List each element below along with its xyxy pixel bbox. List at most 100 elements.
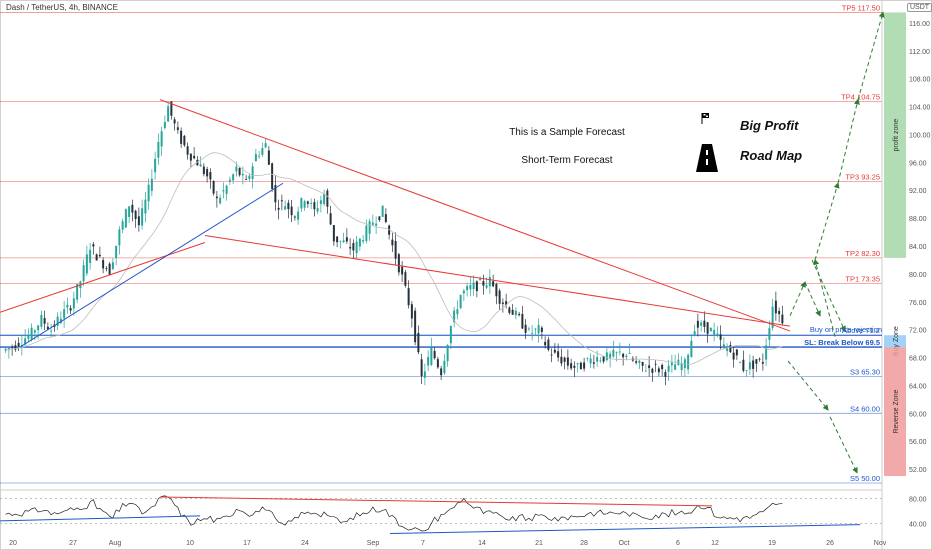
level-label: TP3 93.25	[845, 173, 880, 182]
reverse-zone	[884, 347, 906, 477]
candle	[313, 202, 316, 210]
candle	[563, 357, 566, 362]
osc-support-trendline-2	[389, 524, 861, 534]
candle	[774, 300, 777, 314]
candle	[358, 238, 361, 247]
osc-tick-label: 40.00	[909, 521, 927, 528]
candle	[14, 345, 17, 350]
candle	[641, 361, 644, 366]
candle	[531, 332, 534, 334]
candle	[85, 254, 88, 274]
candle	[222, 190, 225, 192]
candle	[170, 101, 173, 116]
candle	[706, 322, 709, 334]
candle	[680, 363, 683, 371]
candle	[316, 208, 319, 212]
candle	[696, 320, 699, 328]
candle	[596, 357, 599, 362]
candle	[63, 309, 66, 319]
candle	[456, 309, 459, 315]
time-tick-label: Sep	[367, 540, 380, 547]
flag-icon	[701, 113, 709, 124]
candle	[722, 344, 725, 348]
candle	[332, 225, 335, 242]
candle	[352, 243, 355, 251]
buy-rejection-text: Buy on price rejection	[810, 325, 882, 334]
candle	[436, 359, 439, 368]
candle	[739, 362, 742, 364]
price-tick-label: 84.00	[909, 244, 927, 251]
candle	[43, 318, 46, 324]
candle	[76, 283, 79, 300]
candle	[108, 263, 111, 275]
candle	[703, 320, 706, 327]
price-tick-label: 72.00	[909, 328, 927, 335]
osc-tick-label: 80.00	[909, 496, 927, 503]
candle	[527, 328, 530, 330]
candle	[570, 363, 573, 369]
candle	[105, 268, 108, 270]
candle	[732, 352, 735, 360]
time-tick-label: 7	[421, 540, 425, 547]
currency-badge[interactable]: USDT	[907, 3, 932, 12]
candle	[700, 322, 703, 326]
candle	[605, 352, 608, 361]
candle	[121, 221, 124, 230]
candle	[186, 146, 189, 155]
candle	[209, 171, 212, 180]
candle	[258, 155, 261, 157]
candle	[303, 201, 306, 208]
oscillator-line	[5, 495, 783, 532]
candle	[657, 368, 660, 373]
candle	[193, 155, 196, 159]
candle	[638, 360, 641, 363]
candle	[82, 265, 85, 282]
candle	[215, 196, 218, 199]
candle	[729, 345, 732, 353]
candle	[553, 349, 556, 353]
candle	[498, 290, 501, 304]
candle	[410, 304, 413, 319]
candle	[235, 166, 238, 172]
forecast-arrow-down	[829, 416, 858, 474]
candle	[280, 200, 283, 202]
candle	[157, 142, 160, 158]
candle	[381, 205, 384, 217]
candle	[443, 360, 446, 374]
candle	[40, 314, 43, 327]
price-tick-label: 116.00	[909, 21, 930, 28]
candle	[654, 363, 657, 365]
road-icon	[696, 144, 718, 172]
candle	[768, 328, 771, 340]
candle	[261, 148, 264, 155]
price-tick-label: 104.00	[909, 105, 931, 112]
symbol-title[interactable]: Dash / TetherUS, 4h, BINANCE	[6, 3, 118, 12]
candle	[466, 286, 469, 291]
time-tick-label: 12	[711, 540, 719, 547]
candle	[462, 290, 465, 294]
candle	[264, 143, 267, 148]
price-tick-label: 68.00	[909, 356, 927, 363]
osc-resistance-trendline	[159, 496, 713, 507]
candle	[160, 131, 163, 147]
candle	[228, 179, 231, 182]
candle	[254, 154, 257, 162]
candle	[433, 350, 436, 359]
candle	[423, 371, 426, 378]
candle	[163, 122, 166, 129]
candle	[709, 327, 712, 332]
candle	[492, 281, 495, 287]
forecast-arrow-up	[857, 11, 885, 100]
candle	[475, 281, 478, 292]
candle	[625, 355, 628, 358]
time-tick-label: 17	[243, 540, 251, 547]
candle	[586, 358, 589, 359]
candle	[368, 221, 371, 234]
candle	[141, 208, 144, 226]
candle	[440, 368, 443, 376]
candle	[102, 260, 105, 269]
candle	[469, 285, 472, 290]
osc-support-trendline	[0, 515, 201, 522]
